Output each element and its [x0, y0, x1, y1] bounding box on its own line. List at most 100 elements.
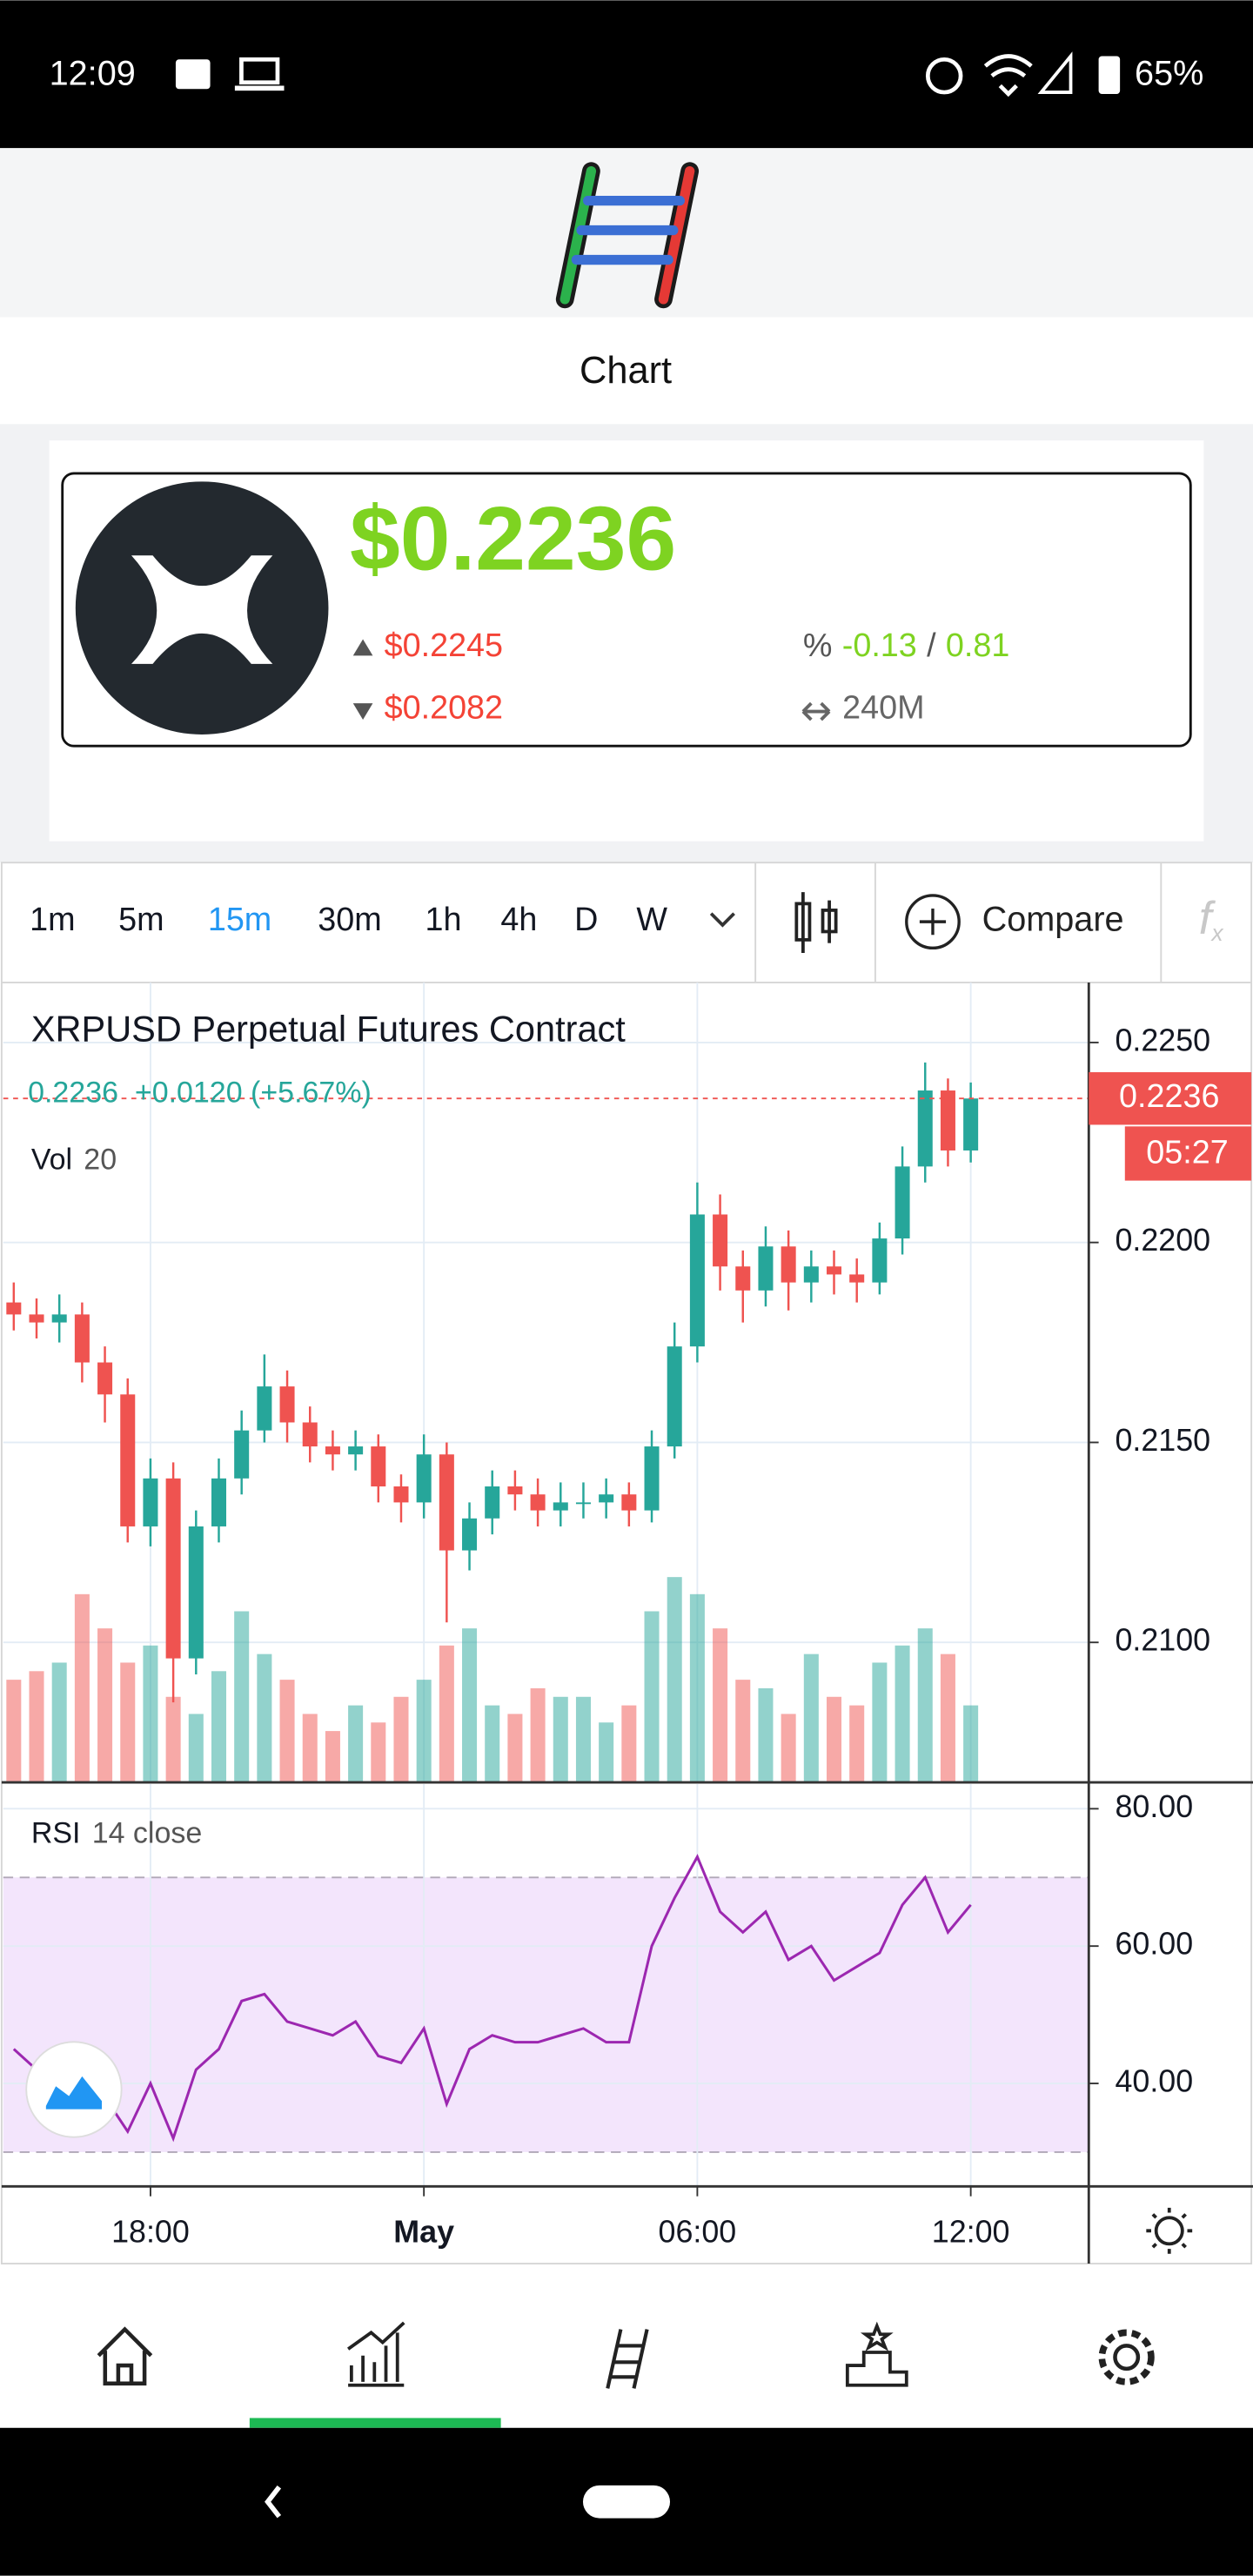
candle-body	[51, 1314, 67, 1323]
nav-ladder[interactable]	[606, 2329, 649, 2389]
candle-body	[325, 1446, 340, 1455]
candle-body	[917, 1090, 933, 1167]
candle-body	[689, 1214, 705, 1347]
high-price: $0.2245	[385, 627, 503, 663]
interval-button[interactable]: 5m	[118, 901, 164, 937]
volume-legend: Vol 20	[31, 1144, 117, 1177]
compare-plus	[919, 909, 947, 936]
change-icon: %	[803, 627, 833, 663]
candle-body	[735, 1266, 751, 1291]
candle-body	[462, 1518, 478, 1551]
legend-values: 0.2236 +0.0120 (+5.67%)	[28, 1076, 372, 1109]
candle-body	[553, 1502, 568, 1511]
y-tick-label: 40.00	[1115, 2063, 1193, 2098]
candle-body	[575, 1502, 591, 1505]
candle-body	[165, 1478, 181, 1659]
candle-body	[781, 1246, 796, 1283]
volume-bar	[599, 1722, 614, 1783]
compare-icon[interactable]	[905, 894, 961, 950]
home-pill[interactable]	[582, 2485, 671, 2519]
coin-logo-x	[131, 555, 273, 664]
volume-bar	[234, 1611, 250, 1783]
rsi-band	[3, 1877, 1089, 2152]
volume-bar	[348, 1705, 364, 1783]
compare-button[interactable]: Compare	[982, 901, 1124, 939]
volume-bar	[781, 1714, 796, 1783]
change-separator: /	[927, 627, 936, 663]
y-tick-label: 0.2200	[1115, 1223, 1210, 1258]
volume-bar	[735, 1680, 751, 1783]
back-button[interactable]	[265, 2485, 282, 2519]
volume-bar	[507, 1714, 523, 1783]
high-arrow	[352, 639, 373, 656]
volume-bar	[416, 1680, 432, 1783]
interval-group: 1m 5m 15m 30m 1h 4h D W	[30, 901, 667, 937]
volume-bar	[963, 1705, 979, 1783]
volume-bar	[803, 1654, 819, 1783]
volume-bar	[758, 1687, 774, 1783]
plot-area: 18:00 May 06:00 12:00 0.2100 0.2150 0.2200 0.22…	[3, 982, 1210, 2250]
sun-rays	[1146, 2207, 1193, 2254]
candle-body	[234, 1430, 250, 1479]
candle-body	[29, 1314, 44, 1323]
candle-body	[485, 1486, 500, 1519]
volume-bar	[279, 1680, 295, 1783]
candle-body	[348, 1446, 364, 1455]
interval-dropdown[interactable]	[709, 912, 735, 928]
volume-bar	[51, 1662, 67, 1783]
volume-bar	[621, 1705, 637, 1783]
volume-bar	[849, 1705, 865, 1783]
volume-bar	[29, 1671, 44, 1783]
candle-body	[895, 1166, 910, 1239]
legend-last: 0.2236	[28, 1076, 118, 1109]
candle-body	[143, 1478, 158, 1526]
volume-bar	[485, 1705, 500, 1783]
interval-button[interactable]: 30m	[318, 901, 381, 937]
alarm-icon	[925, 57, 963, 95]
volume-bar	[97, 1628, 113, 1783]
nav-settings[interactable]	[1113, 2344, 1141, 2371]
x-tick-label: 06:00	[659, 2215, 737, 2250]
chart-title: XRPUSD Perpetual Futures Contract	[31, 1009, 626, 1050]
volume-bar	[165, 1696, 181, 1783]
volume-bar	[553, 1696, 568, 1783]
interval-button[interactable]: D	[574, 901, 598, 937]
interval-button[interactable]: 15m	[208, 901, 271, 937]
laptop-icon	[239, 57, 280, 85]
y-tick-label: 0.2250	[1115, 1023, 1210, 1057]
interval-button[interactable]: 1m	[30, 901, 75, 937]
candle-body	[507, 1486, 523, 1495]
volume-bar	[575, 1696, 591, 1783]
volume-bar	[940, 1654, 955, 1783]
laptop-base	[234, 85, 285, 91]
interval-button[interactable]: 1h	[425, 901, 462, 937]
candle-body	[439, 1454, 454, 1551]
interval-button[interactable]: W	[636, 901, 667, 937]
volume-bar	[120, 1662, 136, 1783]
change-row: % -0.13 / 0.81	[803, 627, 1009, 663]
rsi-params: 14 close	[92, 1816, 203, 1849]
interval-button[interactable]: 4h	[500, 901, 537, 937]
candle-body	[758, 1246, 774, 1291]
volume-bar	[188, 1714, 204, 1783]
settings-sun[interactable]	[1154, 2216, 1184, 2246]
low-arrow	[352, 703, 373, 720]
volume-bar	[371, 1722, 386, 1783]
volume-label: Vol	[31, 1144, 72, 1177]
candle-body	[188, 1526, 204, 1659]
countdown: 05:27	[1146, 1133, 1228, 1170]
nav-home[interactable]	[97, 2326, 153, 2386]
y-tick-label: 80.00	[1115, 1789, 1193, 1824]
candle-body	[416, 1454, 432, 1503]
change: -0.13	[842, 627, 917, 663]
volume-bar	[143, 1645, 158, 1783]
volume-bar	[393, 1696, 409, 1783]
floating-icon	[45, 2076, 103, 2110]
nav-leaderboard[interactable]	[845, 2321, 908, 2387]
chart-type-button[interactable]	[794, 892, 838, 953]
x-tick-label: 18:00	[111, 2215, 190, 2250]
volume-bar	[827, 1696, 842, 1783]
nav-active-indicator	[249, 2418, 501, 2428]
nav-chart[interactable]	[347, 2321, 405, 2387]
candle-body	[97, 1362, 113, 1395]
